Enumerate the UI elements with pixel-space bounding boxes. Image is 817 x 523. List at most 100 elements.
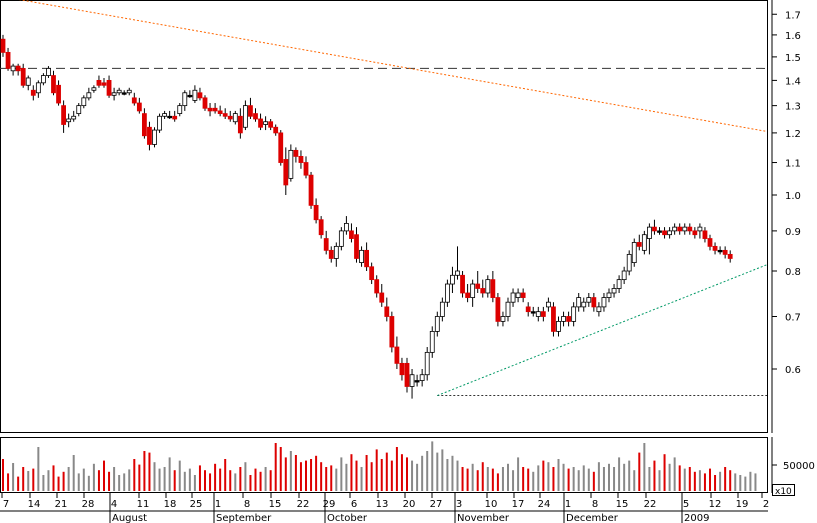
volume-bar [411,460,414,491]
volume-bar [52,465,55,491]
candle [571,302,577,327]
candle-body [207,107,213,112]
month-label: August [112,513,147,523]
candle [475,271,481,293]
volume-bar [249,475,252,491]
volume-bar [214,463,217,491]
candle [182,90,188,111]
candle-body [141,113,147,137]
volume-bar [27,471,30,491]
candle-body [338,230,344,247]
candle-body [480,288,486,294]
volume-bar [643,443,646,491]
volume-bar [572,467,575,491]
price-tick-label: 0.9 [785,227,801,238]
volume-bar [138,464,141,491]
candle-body [657,230,662,233]
volume-bar [395,447,398,491]
candle [697,223,703,239]
candle [419,369,425,387]
candle [500,311,506,327]
volume-bar [294,455,297,491]
candle-body [76,105,82,114]
day-label: 8 [592,499,598,510]
candle-body [591,297,597,308]
candle-body [116,89,122,94]
volume-bar [340,457,343,491]
candle-body [510,292,516,303]
candle [308,171,314,209]
day-label: 19 [736,499,749,510]
candle [258,113,263,131]
candle [101,77,107,88]
volume-bar [406,457,408,491]
candle [46,66,51,78]
volume-bar [638,452,641,491]
day-label: 29 [323,499,336,510]
candle [66,113,72,128]
volume-bar [173,470,176,491]
candle-body [697,226,703,232]
candle [152,127,157,148]
candle-body [520,292,526,298]
candle-body [546,301,551,308]
volume-bar [441,449,444,491]
volume-bar [305,460,307,491]
candle-body [30,89,36,96]
candle-body [96,79,102,86]
price-panel [0,0,768,433]
volume-bar [628,460,631,491]
candle-body [187,94,193,98]
day-label: 24 [538,499,551,510]
candle [530,306,536,317]
candle [41,73,46,86]
candle [187,90,193,98]
candle [722,246,728,259]
candle [379,284,385,307]
candle-body [136,102,142,112]
candle-body [626,253,632,272]
candle [444,279,450,307]
candle-body [227,115,233,120]
candle [424,347,430,381]
candle [460,271,465,298]
candle [278,130,284,166]
candle-body [71,115,77,120]
volume-panel-frame [0,437,768,493]
candle-body [147,126,152,145]
candle-body [439,301,445,317]
candle-body [354,234,359,259]
volume-bar [365,455,368,491]
candle-body [333,245,339,259]
volume-bar [719,471,722,491]
candle [540,306,546,322]
volume-bar [193,475,196,491]
volume-bar [557,459,560,491]
candle-body [288,149,294,179]
candle [359,246,364,267]
candle-body [601,297,607,308]
candle-body [167,115,173,119]
candle-body [505,301,511,317]
candle-body [571,306,577,322]
candle [131,92,137,106]
candle-body [717,249,723,253]
candle [611,284,617,298]
volume-bar [703,473,706,491]
candle [551,302,556,337]
day-label: 15 [269,499,282,510]
volume-bar [426,451,429,491]
price-tick-label: 1.0 [785,191,801,202]
volume-bar [77,473,80,491]
candle [227,110,233,122]
candle [505,297,511,322]
candle [318,216,324,239]
day-label: 12 [709,499,722,510]
candle-body [530,311,536,314]
day-label: 28 [82,499,95,510]
candle [197,87,203,101]
candle [470,279,476,307]
candle [667,227,672,239]
volume-bar [168,457,171,491]
candle-body [35,82,41,94]
